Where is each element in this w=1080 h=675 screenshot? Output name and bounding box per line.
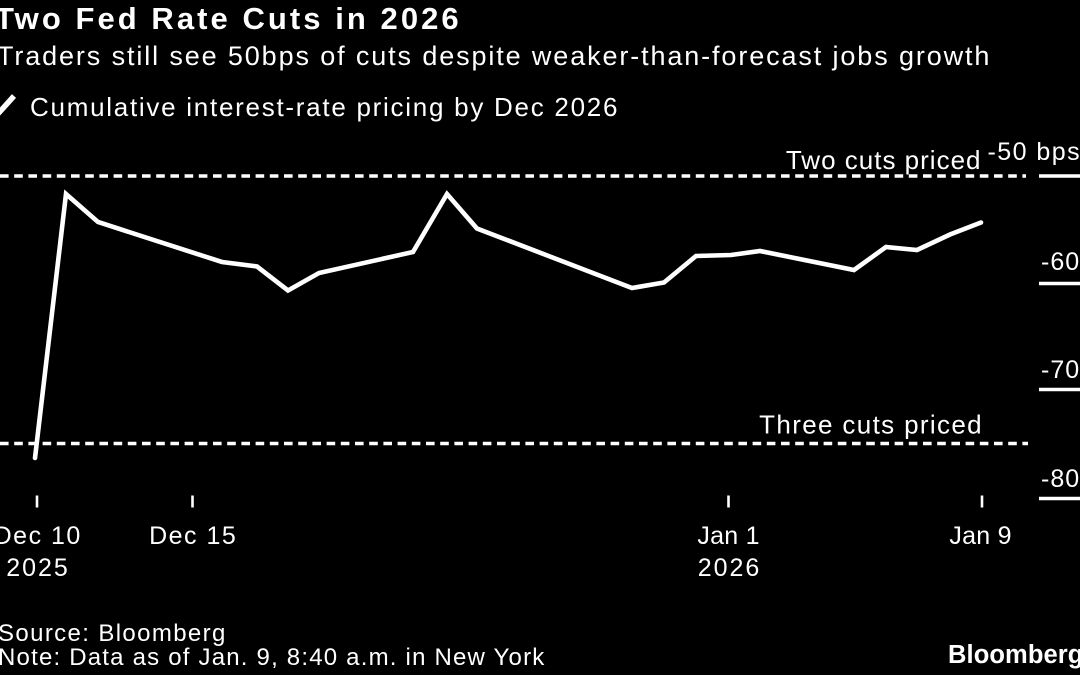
svg-text:Dec 10: Dec 10 (0, 522, 82, 550)
svg-text:Note: Data as of Jan. 9, 8:40: Note: Data as of Jan. 9, 8:40 a.m. in Ne… (0, 644, 545, 671)
svg-text:-80: -80 (1041, 465, 1080, 493)
svg-text:Bloomberg: Bloomberg (948, 641, 1080, 669)
svg-text:-60: -60 (1041, 248, 1080, 276)
svg-text:Two cuts priced: Two cuts priced (786, 145, 982, 175)
svg-text:2026: 2026 (698, 554, 762, 582)
svg-text:-50 bps: -50 bps (988, 138, 1080, 166)
svg-text:Dec 15: Dec 15 (149, 522, 237, 550)
svg-text:2025: 2025 (6, 554, 70, 582)
svg-text:Jan 9: Jan 9 (949, 522, 1011, 550)
svg-text:-70: -70 (1041, 356, 1080, 384)
svg-text:Traders still see 50bps of cut: Traders still see 50bps of cuts despite … (0, 41, 991, 71)
svg-text:Cumulative interest-rate prici: Cumulative interest-rate pricing by Dec … (30, 92, 619, 122)
svg-text:Source: Bloomberg: Source: Bloomberg (0, 620, 227, 647)
svg-text:Three cuts priced: Three cuts priced (759, 410, 983, 440)
svg-text:Two Fed Rate Cuts in 2026: Two Fed Rate Cuts in 2026 (0, 1, 462, 36)
svg-text:Jan 1: Jan 1 (697, 522, 759, 550)
